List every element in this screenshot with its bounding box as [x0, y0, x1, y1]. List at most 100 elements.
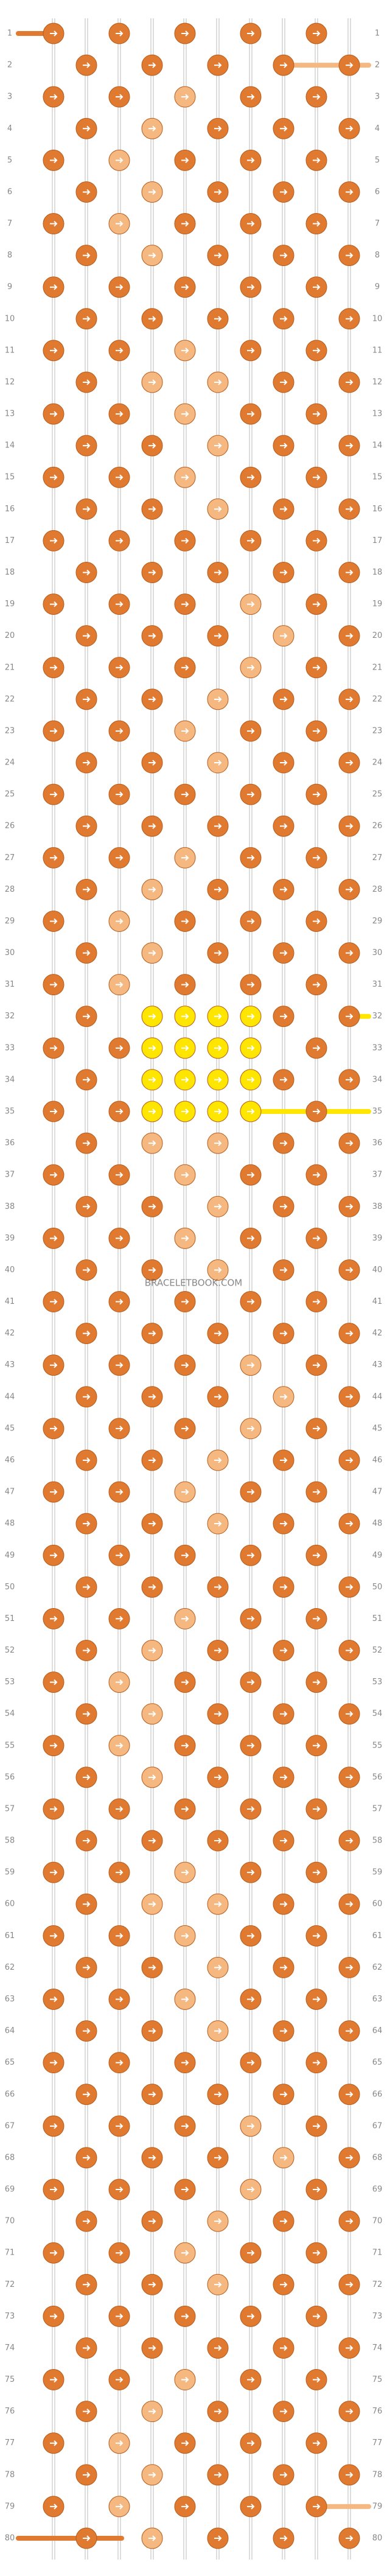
row-label-left: 36: [5, 1139, 15, 1148]
knot-arrow: [280, 1901, 288, 1907]
knot-arrow: [50, 284, 58, 290]
knot-arrow: [214, 696, 222, 702]
knot-arrow: [346, 1203, 354, 1209]
row-label-right: 12: [372, 377, 383, 387]
knot-arrow: [214, 1045, 222, 1051]
knot-arrow: [83, 1521, 91, 1527]
row-label-left: 63: [5, 1995, 15, 2004]
knot-arrow: [346, 2281, 354, 2287]
knot-arrow: [346, 1394, 354, 1400]
knot-arrow: [116, 2059, 124, 2066]
row-label-right: 60: [372, 1900, 383, 1909]
row-label-left: 21: [5, 663, 15, 672]
knot-arrow: [346, 760, 354, 766]
row-label-right: 29: [372, 917, 383, 926]
knot-arrow: [148, 506, 156, 513]
knot-arrow: [50, 981, 58, 988]
knot-arrow: [181, 1045, 189, 1051]
knot-arrow: [116, 1298, 124, 1305]
row-label-left: 10: [5, 314, 15, 323]
knot-arrow: [50, 474, 58, 480]
knot-arrow: [313, 348, 321, 354]
row-label-left: 56: [5, 1773, 15, 1782]
knot-arrow: [50, 1045, 58, 1051]
knot-arrow: [181, 1679, 189, 1685]
knot-arrow: [116, 601, 124, 607]
knot-arrow: [148, 1774, 156, 1780]
knot-arrow: [346, 2535, 354, 2541]
knot-arrow: [313, 1679, 321, 1685]
knot-arrow: [313, 30, 321, 37]
row-label-left: 5: [7, 156, 12, 165]
row-label-left: 40: [5, 1265, 15, 1275]
row-label-left: 53: [5, 1678, 15, 1687]
row-label-right: 73: [372, 2312, 383, 2321]
row-label-right: 34: [372, 1075, 383, 1084]
knot-arrow: [247, 1489, 255, 1495]
row-label-left: 8: [7, 251, 12, 260]
knot-arrow: [83, 2281, 91, 2287]
row-label-left: 38: [5, 1202, 15, 1211]
knot-arrow: [116, 1933, 124, 1939]
knot-arrow: [181, 537, 189, 544]
knot-arrow: [148, 1045, 156, 1051]
knot-arrow: [247, 1013, 255, 1020]
knot-arrow: [50, 1869, 58, 1875]
knot-arrow: [181, 1996, 189, 2003]
knot-arrow: [346, 1774, 354, 1780]
knot-arrow: [50, 1933, 58, 1939]
row-label-left: 15: [5, 473, 15, 482]
knot-arrow: [50, 2313, 58, 2320]
knot-arrow: [346, 2408, 354, 2415]
row-label-left: 47: [5, 1488, 15, 1497]
knot-arrow: [346, 2218, 354, 2224]
knot-arrow: [116, 1045, 124, 1051]
knot-arrow: [313, 1362, 321, 1368]
knot-arrow: [247, 1298, 255, 1305]
knot-arrow: [280, 1521, 288, 1527]
knot-arrow: [280, 379, 288, 385]
row-label-left: 12: [5, 377, 15, 387]
knot-arrow: [50, 1298, 58, 1305]
knot-arrow: [181, 918, 189, 925]
knot-arrow: [313, 1426, 321, 1432]
row-label-left: 62: [5, 1963, 15, 1972]
knot-arrow: [83, 1203, 91, 1209]
knot-arrow: [280, 2281, 288, 2287]
knot-arrow: [83, 823, 91, 829]
row-label-right: 72: [372, 2280, 383, 2289]
knots: [43, 23, 360, 2549]
knot-arrow: [148, 1394, 156, 1400]
knot-arrow: [148, 950, 156, 956]
knot-arrow: [214, 62, 222, 68]
knot-arrow: [83, 2091, 91, 2098]
row-label-right: 16: [372, 505, 383, 514]
knot-arrow: [148, 62, 156, 68]
knot-arrow: [313, 1869, 321, 1875]
knot-arrow: [247, 1552, 255, 1558]
row-label-left: 59: [5, 1868, 15, 1877]
knot-arrow: [181, 855, 189, 861]
knot-arrow: [181, 1933, 189, 1939]
knot-arrow: [50, 1362, 58, 1368]
knot-arrow: [214, 632, 222, 639]
knot-arrow: [346, 1013, 354, 1020]
knot-arrow: [280, 950, 288, 956]
knot-arrow: [181, 2186, 189, 2193]
knot-arrow: [214, 2535, 222, 2541]
knot-arrow: [313, 2250, 321, 2256]
knot-arrow: [181, 1077, 189, 1083]
knot-arrow: [313, 791, 321, 797]
knot-arrow: [313, 2376, 321, 2383]
knot-arrow: [247, 220, 255, 227]
knot-arrow: [247, 1806, 255, 1812]
row-label-right: 36: [372, 1139, 383, 1148]
row-label-right: 53: [372, 1678, 383, 1687]
knot-arrow: [148, 316, 156, 322]
knot-arrow: [247, 1172, 255, 1178]
knot-arrow: [181, 2123, 189, 2129]
knot-arrow: [313, 474, 321, 480]
knot-arrow: [346, 443, 354, 449]
row-label-left: 9: [7, 282, 12, 292]
knot-arrow: [214, 1457, 222, 1463]
